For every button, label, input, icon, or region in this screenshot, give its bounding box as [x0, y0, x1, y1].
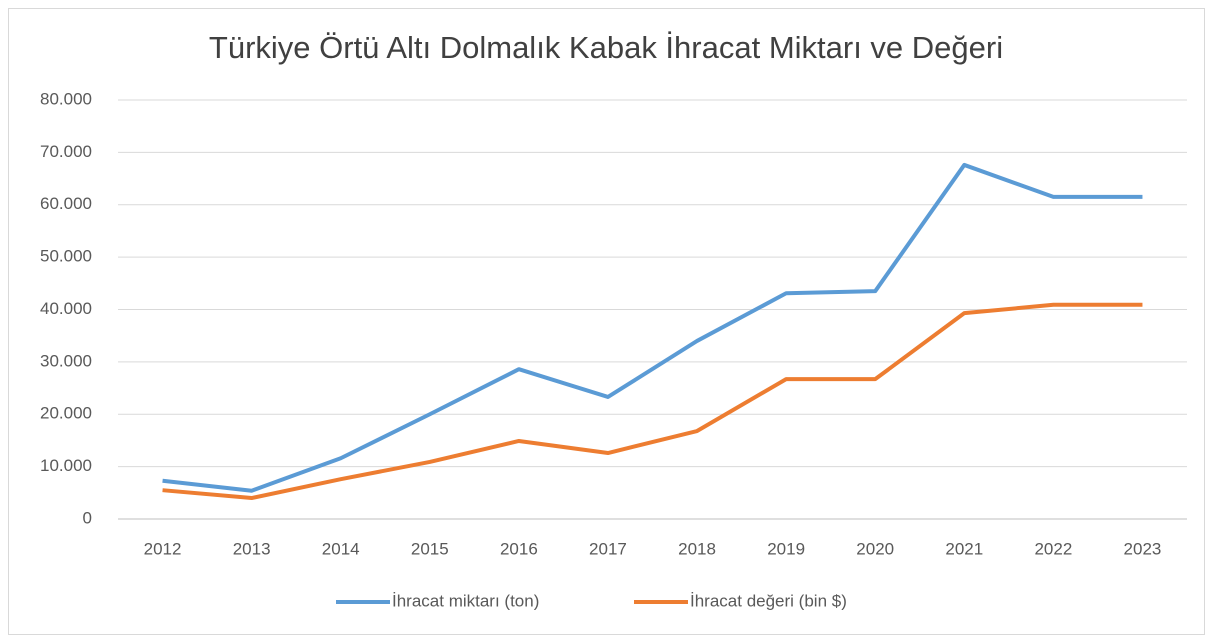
x-tick-label: 2015: [411, 539, 449, 558]
series-line: [162, 162, 1143, 493]
x-tick-label: 2023: [1124, 539, 1162, 558]
x-tick-label: 2017: [589, 539, 627, 558]
legend-label: İhracat değeri (bin $): [690, 591, 847, 610]
x-tick-label: 2014: [322, 539, 360, 558]
y-tick-label: 40.000: [40, 299, 92, 318]
y-tick-label: 10.000: [40, 456, 92, 475]
y-tick-label: 30.000: [40, 351, 92, 370]
x-tick-label: 2020: [856, 539, 894, 558]
x-tick-label: 2018: [678, 539, 716, 558]
y-tick-label: 20.000: [40, 404, 92, 423]
chart-title: Türkiye Örtü Altı Dolmalık Kabak İhracat…: [209, 30, 1003, 65]
x-tick-label: 2012: [144, 539, 182, 558]
y-tick-label: 80.000: [40, 89, 92, 108]
x-tick-label: 2022: [1034, 539, 1072, 558]
x-tick-label: 2021: [945, 539, 983, 558]
y-tick-label: 60.000: [40, 194, 92, 213]
y-tick-label: 70.000: [40, 142, 92, 161]
y-tick-label: 50.000: [40, 247, 92, 266]
chart-frame: [8, 8, 1205, 635]
x-tick-label: 2019: [767, 539, 805, 558]
x-tick-label: 2016: [500, 539, 538, 558]
legend-label: İhracat miktarı (ton): [392, 591, 539, 610]
series-line: [162, 302, 1143, 501]
x-tick-label: 2013: [233, 539, 271, 558]
y-tick-label: 0: [83, 508, 92, 527]
